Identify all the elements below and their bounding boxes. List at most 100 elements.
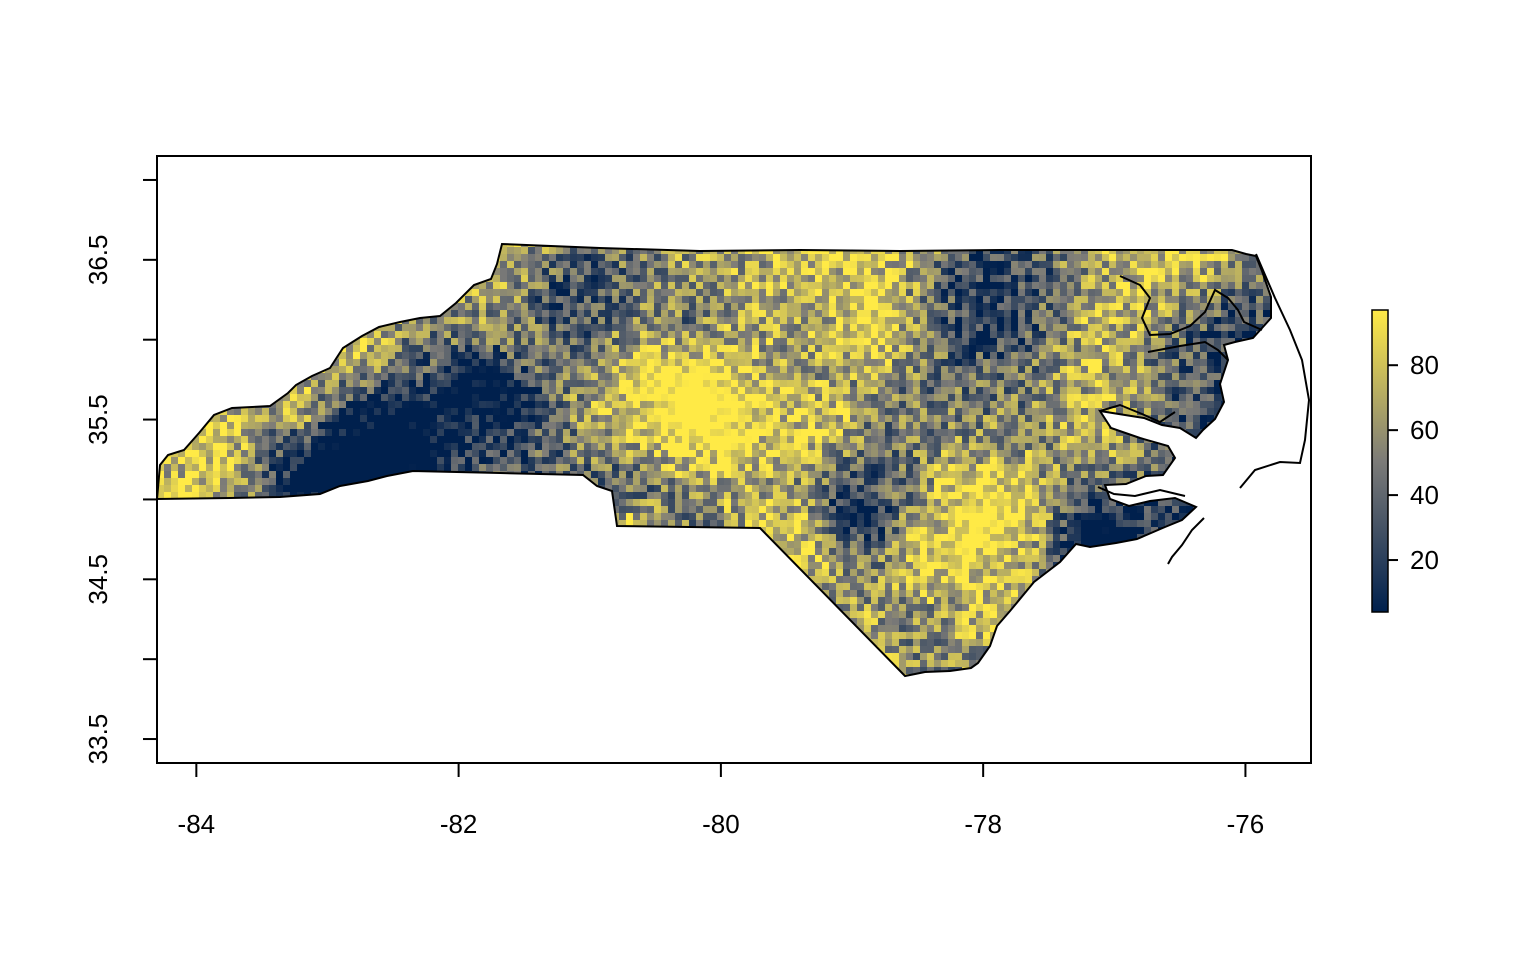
raster-cell [661,338,669,346]
raster-cell [199,244,207,248]
raster-cell [591,247,599,255]
raster-cell [1186,401,1194,409]
raster-cell [269,275,277,283]
raster-cell [1137,387,1145,395]
raster-cell [325,289,333,297]
raster-cell [1256,436,1264,444]
raster-cell [1144,450,1152,458]
raster-cell [1018,387,1026,395]
raster-cell [710,282,718,290]
raster-cell [822,408,830,416]
raster-cell [808,394,816,402]
raster-cell [717,289,725,297]
raster-cell [605,422,613,430]
raster-cell [262,422,270,430]
raster-cell [360,352,368,360]
raster-cell [983,317,991,325]
raster-cell [178,345,186,353]
raster-cell [913,254,921,262]
raster-cell [780,380,788,388]
raster-cell [374,247,382,255]
raster-cell [850,275,858,283]
raster-cell [647,296,655,304]
raster-cell [290,345,298,353]
raster-cell [668,331,676,339]
raster-cell [220,338,228,346]
raster-cell [605,387,613,395]
raster-cell [577,359,585,367]
raster-cell [367,289,375,297]
raster-cell [871,282,879,290]
raster-cell [381,324,389,332]
raster-cell [563,373,571,381]
raster-cell [1207,244,1215,248]
raster-cell [836,268,844,276]
raster-cell [1088,450,1096,458]
raster-cell [1158,289,1166,297]
raster-cell [899,324,907,332]
raster-cell [969,373,977,381]
raster-cell [234,394,242,402]
raster-cell [1018,338,1026,346]
raster-cell [1270,338,1271,346]
raster-cell [1256,415,1264,423]
raster-cell [752,324,760,332]
raster-cell [1102,254,1110,262]
raster-cell [983,275,991,283]
raster-cell [1137,380,1145,388]
raster-cell [367,261,375,269]
raster-cell [556,282,564,290]
raster-cell [1088,415,1096,423]
raster-cell [570,366,578,374]
raster-cell [773,296,781,304]
raster-cell [1039,408,1047,416]
raster-cell [437,380,445,388]
raster-cell [1158,359,1166,367]
raster-cell [941,352,949,360]
raster-cell [416,275,424,283]
raster-cell [549,282,557,290]
raster-cell [437,331,445,339]
raster-cell [836,324,844,332]
raster-cell [892,268,900,276]
raster-cell [430,317,438,325]
raster-cell [1256,289,1264,297]
raster-cell [1018,436,1026,444]
raster-cell [465,401,473,409]
raster-cell [451,387,459,395]
raster-cell [1088,429,1096,437]
raster-cell [997,345,1005,353]
raster-cell [913,352,921,360]
raster-cell [395,415,403,423]
raster-cell [647,261,655,269]
raster-cell [213,345,221,353]
raster-cell [584,282,592,290]
raster-cell [1109,275,1117,283]
raster-cell [801,275,809,283]
raster-cell [878,310,886,318]
raster-cell [493,275,501,283]
raster-cell [829,415,837,423]
raster-cell [395,331,403,339]
raster-cell [675,436,683,444]
raster-cell [1067,352,1075,360]
raster-cell [451,324,459,332]
raster-cell [766,422,774,430]
raster-cell [430,373,438,381]
raster-cell [1109,303,1117,311]
raster-cell [220,345,228,353]
raster-cell [773,422,781,430]
raster-cell [752,394,760,402]
raster-cell [1165,373,1173,381]
raster-cell [381,345,389,353]
raster-cell [766,317,774,325]
raster-cell [689,331,697,339]
raster-cell [927,331,935,339]
raster-cell [955,254,963,262]
raster-cell [990,443,998,451]
raster-cell [738,415,746,423]
raster-cell [360,366,368,374]
raster-cell [262,331,270,339]
raster-cell [157,373,165,381]
raster-cell [276,352,284,360]
